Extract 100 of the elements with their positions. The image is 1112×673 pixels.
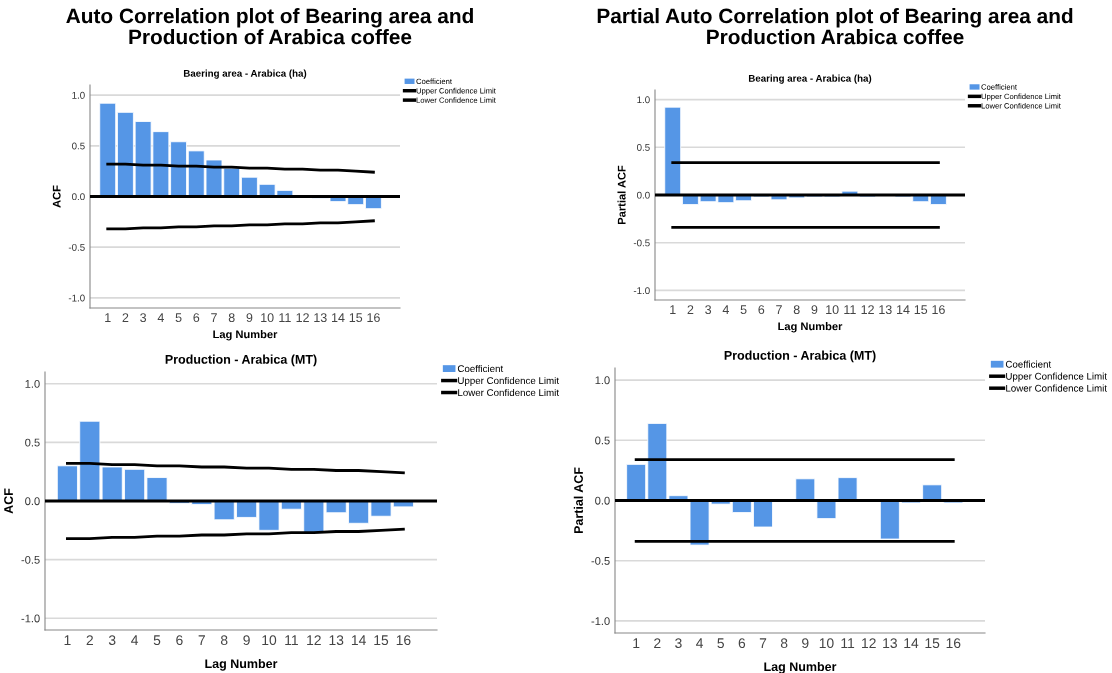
y-tick-label: 0.0 <box>595 496 610 505</box>
x-tick-label: 10 <box>819 638 834 649</box>
x-tick-label: 1 <box>633 638 640 648</box>
chart-subtitle: Bearing area - Arabica (ha) <box>748 74 872 84</box>
y-tick-label: 0.5 <box>72 142 85 150</box>
x-tick-label: 14 <box>332 313 345 322</box>
legend-label: Lower Confidence Limit <box>458 388 559 397</box>
x-tick-label: 13 <box>879 305 892 315</box>
x-tick-label: 4 <box>157 313 164 322</box>
x-tick-label: 13 <box>883 638 897 649</box>
y-tick-label: -0.5 <box>591 556 610 565</box>
x-tick-label: 1 <box>670 305 676 314</box>
x-axis-title: Lag Number <box>213 330 278 341</box>
x-tick-label: 4 <box>131 635 139 645</box>
y-tick-label: 1.0 <box>25 379 40 388</box>
x-tick-label: 4 <box>722 305 729 314</box>
y-tick-label: -0.5 <box>633 239 650 247</box>
x-tick-label: 16 <box>932 305 945 315</box>
y-axis-title: Partial ACF <box>617 165 626 224</box>
x-tick-label: 5 <box>175 313 182 323</box>
x-tick-label: 15 <box>914 305 928 315</box>
y-tick-label: -0.5 <box>68 243 85 251</box>
chart-title: Production - Arabica (MT) <box>165 354 317 367</box>
x-tick-label: 7 <box>759 638 767 648</box>
chart-title: Partial Auto Correlation plot of Bearing area and Production Arabica coffee <box>597 8 1073 45</box>
y-tick-label: 1.0 <box>72 91 85 99</box>
line-series <box>66 462 405 475</box>
x-tick-label: 13 <box>329 635 344 646</box>
x-tick-label: 14 <box>904 638 919 648</box>
x-axis-title: Lag Number <box>778 322 843 333</box>
legend-label: Upper Confidence Limit <box>1006 372 1107 382</box>
x-tick-label: 4 <box>696 638 704 648</box>
x-tick-label: 15 <box>374 635 389 646</box>
y-tick-label: 0.5 <box>595 436 610 445</box>
x-tick-label: 8 <box>228 313 235 323</box>
x-tick-label: 16 <box>396 635 411 646</box>
x-tick-label: 2 <box>687 305 694 314</box>
x-tick-label: 1 <box>64 635 71 645</box>
x-tick-label: 2 <box>654 638 661 648</box>
x-tick-label: 7 <box>198 635 205 645</box>
x-tick-label: 11 <box>844 305 856 314</box>
y-tick-label: -0.5 <box>21 555 40 564</box>
x-tick-label: 6 <box>738 638 746 649</box>
x-tick-label: 8 <box>793 305 800 315</box>
x-tick-label: 10 <box>826 305 839 315</box>
x-tick-label: 10 <box>262 635 277 646</box>
line-series <box>66 527 405 540</box>
x-tick-label: 12 <box>862 638 876 648</box>
x-tick-label: 16 <box>946 638 961 649</box>
bar <box>795 478 816 501</box>
x-tick-label: 12 <box>861 305 874 314</box>
x-tick-label: 7 <box>211 313 217 322</box>
y-axis-title: Partial ACF <box>573 467 583 534</box>
x-tick-label: 6 <box>176 635 183 646</box>
x-tick-label: 13 <box>314 313 327 323</box>
x-tick-label: 3 <box>108 635 116 646</box>
y-tick-label: -1.0 <box>591 617 610 626</box>
legend-label: Coefficient <box>1005 360 1052 368</box>
legend-label: Upper Confidence Limit <box>458 376 559 386</box>
x-tick-label: 15 <box>349 313 363 323</box>
legend-label: Lower Confidence Limit <box>1006 384 1107 392</box>
y-tick-label: -1.0 <box>21 614 40 623</box>
x-tick-label: 16 <box>367 313 380 323</box>
x-tick-label: 3 <box>675 638 682 649</box>
x-tick-label: 5 <box>153 635 161 646</box>
bar <box>837 477 858 501</box>
x-tick-label: 3 <box>140 313 147 323</box>
x-tick-label: 1 <box>105 313 111 322</box>
x-tick-label: 9 <box>246 313 253 323</box>
bar <box>664 106 682 196</box>
y-tick-label: -1.0 <box>68 294 85 302</box>
x-tick-label: 6 <box>193 313 200 323</box>
x-tick-label: 2 <box>122 313 129 322</box>
y-tick-label: 0.0 <box>72 193 85 201</box>
x-tick-label: 14 <box>351 635 366 645</box>
x-tick-label: 12 <box>296 313 309 322</box>
y-tick-label: -1.0 <box>633 287 650 295</box>
legend-label: Coefficient <box>457 364 504 373</box>
line-series <box>106 162 375 174</box>
y-axis-title: ACF <box>52 185 61 208</box>
x-tick-label: 10 <box>261 313 274 323</box>
x-tick-label: 8 <box>780 638 788 649</box>
x-tick-label: 11 <box>279 313 291 322</box>
x-axis-title: Lag Number <box>205 658 278 671</box>
x-tick-label: 3 <box>705 305 712 315</box>
y-tick-label: 0.5 <box>25 438 40 447</box>
x-tick-label: 9 <box>243 635 250 646</box>
x-tick-label: 5 <box>717 638 724 649</box>
y-tick-label: 0.0 <box>25 497 40 506</box>
y-tick-label: 0.5 <box>637 144 650 151</box>
x-tick-label: 15 <box>925 638 940 649</box>
chart-title: Production - Arabica (MT) <box>724 350 876 363</box>
x-tick-label: 12 <box>307 635 321 645</box>
x-tick-label: 2 <box>86 635 93 645</box>
x-tick-label: 14 <box>897 305 910 314</box>
x-tick-label: 11 <box>841 638 855 648</box>
x-tick-label: 6 <box>758 305 765 315</box>
y-tick-label: 0.0 <box>637 191 650 199</box>
chart-subtitle: Baering area - Arabica (ha) <box>183 69 307 79</box>
x-axis-title: Lag Number <box>764 661 837 673</box>
